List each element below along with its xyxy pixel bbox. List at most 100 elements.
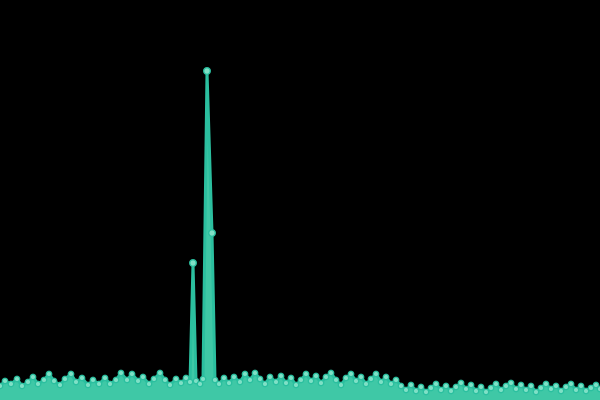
data-point-marker — [266, 373, 274, 381]
data-point-marker — [282, 379, 290, 387]
data-point-marker — [377, 378, 385, 386]
data-point-marker — [225, 379, 233, 387]
data-point-marker — [487, 384, 495, 392]
data-point-marker — [407, 381, 415, 389]
data-point-marker — [61, 375, 69, 383]
data-point-marker — [462, 385, 470, 393]
data-point-marker — [382, 373, 390, 381]
data-point-marker — [117, 369, 125, 377]
data-point-marker — [352, 377, 360, 385]
data-point-marker — [67, 370, 75, 378]
data-point-marker — [256, 375, 264, 383]
data-point-marker — [261, 380, 269, 388]
data-point-marker — [161, 376, 169, 384]
data-point-marker — [482, 388, 490, 396]
data-point-marker — [442, 382, 450, 390]
data-point-marker — [199, 375, 207, 383]
data-point-marker — [492, 380, 500, 388]
data-point-marker — [89, 376, 97, 384]
data-point-marker — [587, 384, 595, 392]
data-point-marker — [166, 381, 174, 389]
data-point-marker — [497, 386, 505, 394]
data-point-marker — [241, 370, 249, 378]
data-point-marker — [230, 373, 238, 381]
data-point-marker — [472, 387, 480, 395]
area-fill — [0, 71, 600, 400]
data-point-marker — [567, 380, 575, 388]
data-point-marker — [13, 375, 21, 383]
data-point-marker — [95, 380, 103, 388]
data-point-marker — [297, 376, 305, 384]
data-point-marker — [18, 382, 26, 390]
data-point-marker — [342, 374, 350, 382]
data-point-marker — [211, 376, 219, 384]
data-point-marker — [542, 380, 550, 388]
data-point-marker — [34, 380, 42, 388]
data-point-marker — [7, 380, 15, 388]
data-point-marker — [392, 376, 400, 384]
data-point-marker — [215, 380, 223, 388]
data-point-marker — [0, 382, 4, 390]
data-point-marker — [156, 369, 164, 377]
data-point-marker — [312, 372, 320, 380]
data-point-marker — [220, 374, 228, 382]
data-point-marker — [572, 386, 580, 394]
data-point-marker — [537, 384, 545, 392]
data-point-marker — [317, 379, 325, 387]
data-point-marker — [272, 378, 280, 386]
data-point-marker — [532, 388, 540, 396]
data-point-marker — [182, 374, 190, 382]
data-point-marker — [582, 387, 590, 395]
data-point-marker — [292, 381, 300, 389]
data-point-marker — [362, 380, 370, 388]
data-point-marker — [302, 370, 310, 378]
data-point-marker — [507, 379, 515, 387]
data-point-marker — [512, 385, 520, 393]
data-point-marker — [437, 386, 445, 394]
data-point-marker — [552, 382, 560, 390]
data-point-marker — [502, 382, 510, 390]
data-point-marker — [547, 385, 555, 393]
data-point-marker — [522, 386, 530, 394]
data-point-marker — [112, 376, 120, 384]
data-point-marker — [106, 380, 114, 388]
data-point-marker — [457, 379, 465, 387]
data-point-marker — [577, 382, 585, 390]
data-point-marker — [447, 387, 455, 395]
data-point-marker — [45, 370, 53, 378]
data-point-marker — [357, 373, 365, 381]
data-point-marker — [128, 370, 136, 378]
data-point-marker — [56, 381, 64, 389]
data-point-marker — [1, 377, 9, 385]
data-point-marker — [517, 381, 525, 389]
data-point-marker — [527, 382, 535, 390]
data-point-marker — [29, 373, 37, 381]
data-point-marker — [397, 382, 405, 390]
data-point-marker — [417, 383, 425, 391]
data-point-marker — [432, 380, 440, 388]
data-point-marker — [557, 387, 565, 395]
data-point-marker — [402, 386, 410, 394]
spectrum-trace-line — [0, 69, 600, 394]
data-point-marker — [40, 376, 48, 384]
data-point-marker — [477, 383, 485, 391]
data-point-marker — [422, 388, 430, 396]
data-point-marker — [145, 380, 153, 388]
data-point-marker — [332, 376, 340, 384]
data-point-marker — [84, 381, 92, 389]
data-point-marker — [327, 369, 335, 377]
data-point-marker — [123, 376, 131, 384]
data-point-marker — [139, 373, 147, 381]
data-point-marker — [427, 384, 435, 392]
data-point-marker — [307, 377, 315, 385]
data-point-marker — [367, 375, 375, 383]
data-point-marker — [72, 378, 80, 386]
data-point-marker — [592, 381, 600, 389]
data-point-marker — [562, 383, 570, 391]
peak-marker — [207, 228, 216, 237]
peak-marker — [188, 259, 197, 268]
data-point-marker — [134, 377, 142, 385]
data-point-marker — [347, 370, 355, 378]
